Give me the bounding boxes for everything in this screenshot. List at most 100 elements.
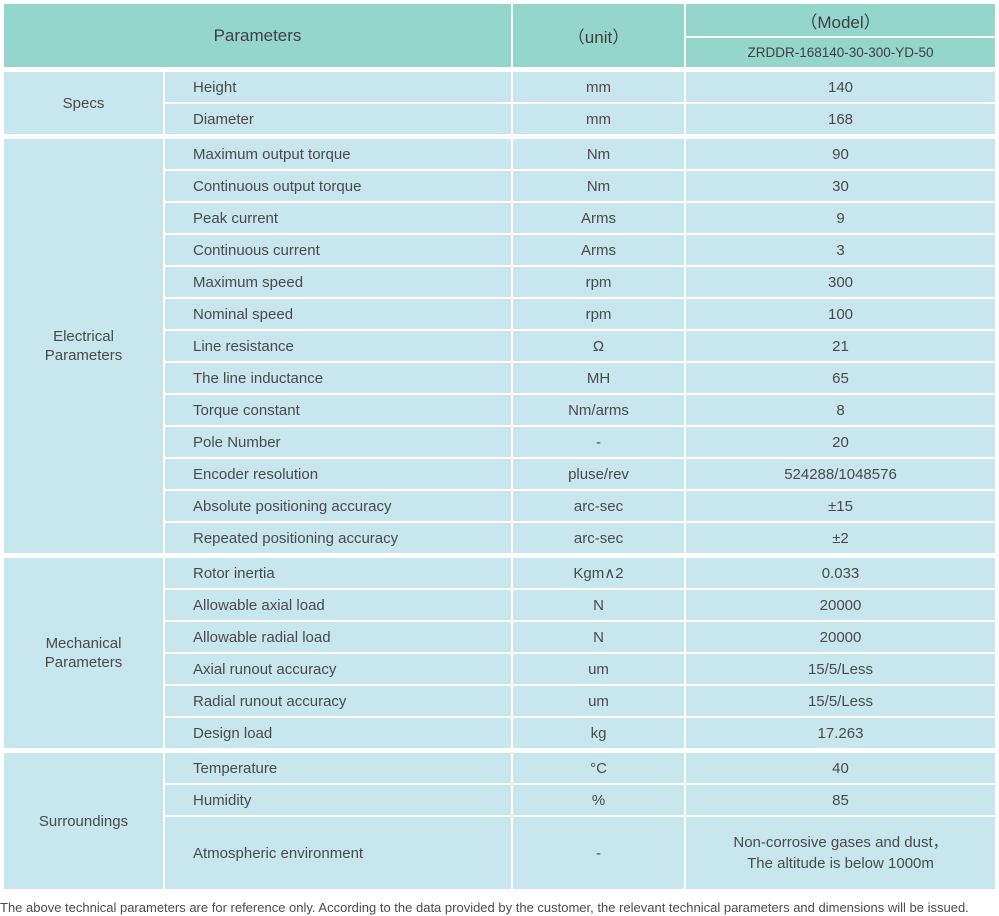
section-body: Surroundings Temperature °C 40 Humidity% 85 At… [4,748,995,889]
value-cell: 300 [684,265,995,297]
footnote: The above technical parameters are for r… [0,900,969,915]
value-cell: 15/5/Less [684,652,995,684]
param-name-cell: Design load [163,716,511,748]
value-cell: 15/5/Less [684,684,995,716]
value-cell: 8 [684,393,995,425]
value-cell: 85 [684,783,995,815]
unit-cell: kg [511,716,684,748]
param-name-cell: Allowable axial load [163,588,511,620]
table-row: The line inductance MH 65 [4,361,995,393]
param-name-cell: Radial runout accuracy [163,684,511,716]
value-cell: ±15 [684,489,995,521]
param-name-cell: Rotor inertia [163,553,511,588]
param-name-cell: Repeated positioning accuracy [163,521,511,553]
table-row: Continuous current Arms 3 [4,233,995,265]
value-cell: 9 [684,201,995,233]
param-name-cell: Encoder resolution [163,457,511,489]
table-row: Encoder resolution pluse/rev 524288/104857… [4,457,995,489]
table-row: Design load kg 17.263 [4,716,995,748]
param-name-cell: Continuous output torque [163,169,511,201]
table-row: Radial runout accuracy um 15/5/Less [4,684,995,716]
param-name-cell: Torque constant [163,393,511,425]
header-row-model-code: ZRDDR-168140-30-300-YD-50 [4,36,995,67]
value-cell: 0.033 [684,553,995,588]
table-row: Continuous output torque Nm 30 [4,169,995,201]
section-body: Electrical Parameters Maximum output torq… [4,134,995,553]
unit-header-cell: （unit） [511,4,684,67]
value-cell: 17.263 [684,716,995,748]
param-name-cell: Temperature [163,748,511,783]
param-name-cell: Nominal speed [163,297,511,329]
unit-cell: um [511,684,684,716]
value-cell: 3 [684,233,995,265]
unit-cell: Arms [511,201,684,233]
param-name-cell: Maximum output torque [163,134,511,169]
unit-cell: arc-sec [511,521,684,553]
param-name-cell: Atmospheric environment [163,815,511,889]
param-name-cell: Line resistance [163,329,511,361]
section-body: Mechanical Parameters Rotor inertia Kgm∧2 0… [4,553,995,748]
section-label: Electrical Parameters [4,134,163,553]
unit-cell: rpm [511,297,684,329]
table-row: Line resistance Ω 21 [4,329,995,361]
model-header-cell: （Model） [684,4,995,36]
table-row: Peak current Arms 9 [4,201,995,233]
value-cell: 140 [684,67,995,102]
unit-cell: °C [511,748,684,783]
unit-cell: N [511,620,684,652]
table-row: Repeated positioning accuracy arc-sec ±2 [4,521,995,553]
value-cell: 20000 [684,620,995,652]
unit-cell: - [511,815,684,889]
section-label: Mechanical Parameters [4,553,163,748]
param-name-cell: Diameter [163,102,511,134]
value-cell: 40 [684,748,995,783]
parameters-header-cell: Parameters [4,4,511,67]
param-name-cell: Axial runout accuracy [163,652,511,684]
table-row: Absolute positioning accuracy arc-sec ±15 [4,489,995,521]
table-header: Parameters （unit） （Model） ZRDDR-168140-3… [4,4,995,67]
value-cell: 90 [684,134,995,169]
value-cell: 65 [684,361,995,393]
table-row: Allowable radial load N 20000 [4,620,995,652]
unit-cell: mm [511,67,684,102]
table-row: Pole Number -20 [4,425,995,457]
param-name-cell: Allowable radial load [163,620,511,652]
page: { "colors":{ "header_bg":"#95d6cc", "row… [0,4,999,915]
unit-cell: Ω [511,329,684,361]
unit-cell: Nm [511,134,684,169]
param-name-cell: The line inductance [163,361,511,393]
table-row: Atmospheric environment - Non-corrosive ga… [4,815,995,889]
value-cell: 168 [684,102,995,134]
unit-cell: pluse/rev [511,457,684,489]
table-row: Mechanical Parameters Rotor inertia Kgm∧2 0… [4,553,995,748]
unit-cell: N [511,588,684,620]
spec-table: Parameters （unit） （Model） ZRDDR-168140-3… [4,4,995,889]
unit-cell: um [511,652,684,684]
param-name-cell: Maximum speed [163,265,511,297]
unit-cell: mm [511,102,684,134]
table-row: Specs Height mm 140 [4,67,995,134]
table-row: Diameter mm 168 [4,102,995,134]
param-name-cell: Continuous current [163,233,511,265]
unit-cell: Nm/arms [511,393,684,425]
section-label: Specs [4,67,163,134]
table-row: Electrical Parameters Maximum output torq… [4,134,995,553]
table-row: Humidity% 85 [4,783,995,815]
value-cell: 21 [684,329,995,361]
table-row: Axial runout accuracy um 15/5/Less [4,652,995,684]
table-row: Nominal speed rpm 100 [4,297,995,329]
unit-cell: arc-sec [511,489,684,521]
value-cell: 20000 [684,588,995,620]
value-cell: 20 [684,425,995,457]
param-name-cell: Height [163,67,511,102]
value-cell: 100 [684,297,995,329]
unit-cell: - [511,425,684,457]
unit-cell: Kgm∧2 [511,553,684,588]
unit-cell: Arms [511,233,684,265]
section-label: Surroundings [4,748,163,889]
header-row-top: Parameters （unit） （Model） [4,4,995,67]
param-name-cell: Humidity [163,783,511,815]
unit-cell: % [511,783,684,815]
table-row: Allowable axial load N 20000 [4,588,995,620]
table-row: Torque constant Nm/arms 8 [4,393,995,425]
